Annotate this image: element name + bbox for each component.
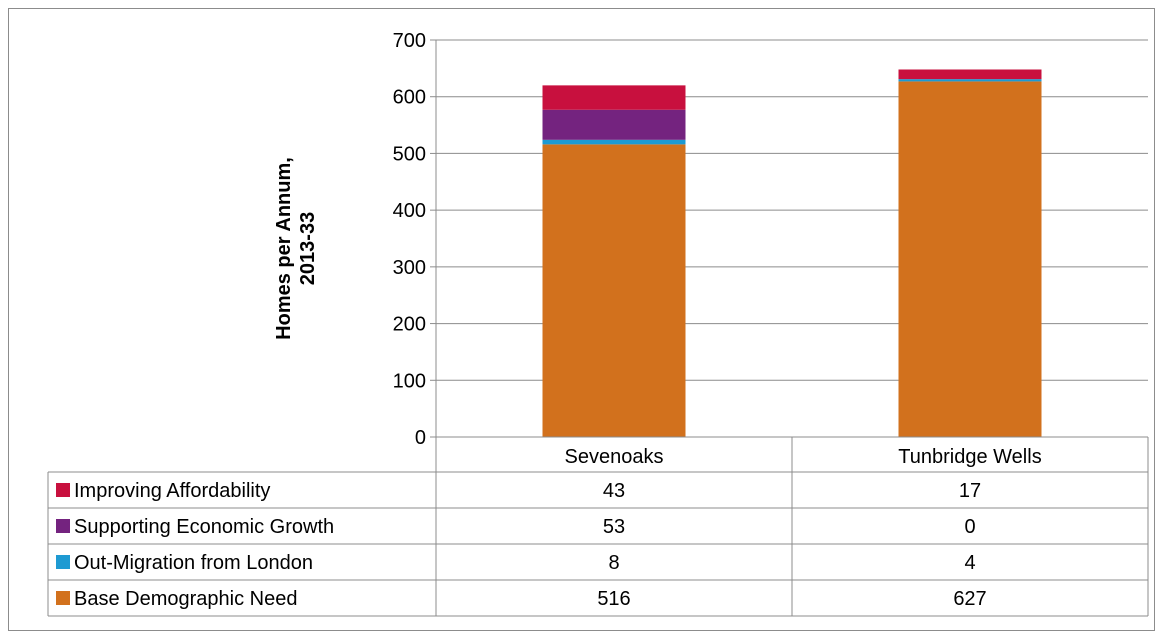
- y-tick-label: 700: [393, 30, 426, 52]
- legend-label: Out-Migration from London: [74, 552, 313, 574]
- y-tick-label: 400: [393, 200, 426, 222]
- bar-segment: [542, 144, 686, 437]
- category-label: Sevenoaks: [565, 446, 664, 468]
- y-tick-label: 200: [393, 314, 426, 336]
- legend-swatch: [56, 555, 70, 569]
- y-axis-title-line: Homes per Annum,: [273, 157, 295, 340]
- table-cell-value: 17: [959, 480, 981, 502]
- y-tick-label: 600: [393, 87, 426, 109]
- table-cell-value: 0: [964, 516, 975, 538]
- y-tick-label: 100: [393, 370, 426, 392]
- y-axis-title: Homes per Annum, 2013-33: [273, 157, 319, 340]
- bar-segment: [898, 79, 1042, 82]
- bars: [542, 69, 1042, 437]
- legend-label: Supporting Economic Growth: [74, 516, 334, 538]
- legend-swatch: [56, 483, 70, 497]
- table-cell-value: 4: [964, 552, 975, 574]
- bar-segment: [898, 69, 1042, 80]
- table-cell-value: 53: [603, 516, 625, 538]
- legend-swatch: [56, 519, 70, 533]
- legend-label: Base Demographic Need: [74, 588, 297, 610]
- bar-segment: [542, 139, 686, 145]
- y-tick-label: 300: [393, 257, 426, 279]
- y-tick-label: 500: [393, 143, 426, 165]
- bar-segment: [542, 85, 686, 110]
- table-cell-value: 516: [597, 588, 630, 610]
- legend-swatch: [56, 591, 70, 605]
- y-tick-labels: 0 100 200 300 400 500 600 700: [393, 30, 426, 449]
- bar-segment: [898, 81, 1042, 437]
- table-cell-value: 627: [953, 588, 986, 610]
- y-tick-label: 0: [415, 427, 426, 449]
- y-axis-title-line: 2013-33: [297, 212, 319, 285]
- legend-label: Improving Affordability: [74, 480, 270, 502]
- table-cell-value: 8: [608, 552, 619, 574]
- bar-segment: [542, 109, 686, 140]
- data-table: Sevenoaks Tunbridge Wells Improving Afford…: [47, 436, 1149, 617]
- axes: [430, 39, 437, 438]
- table-cell-value: 43: [603, 480, 625, 502]
- category-label: Tunbridge Wells: [898, 446, 1041, 468]
- chart-frame: [8, 8, 1155, 631]
